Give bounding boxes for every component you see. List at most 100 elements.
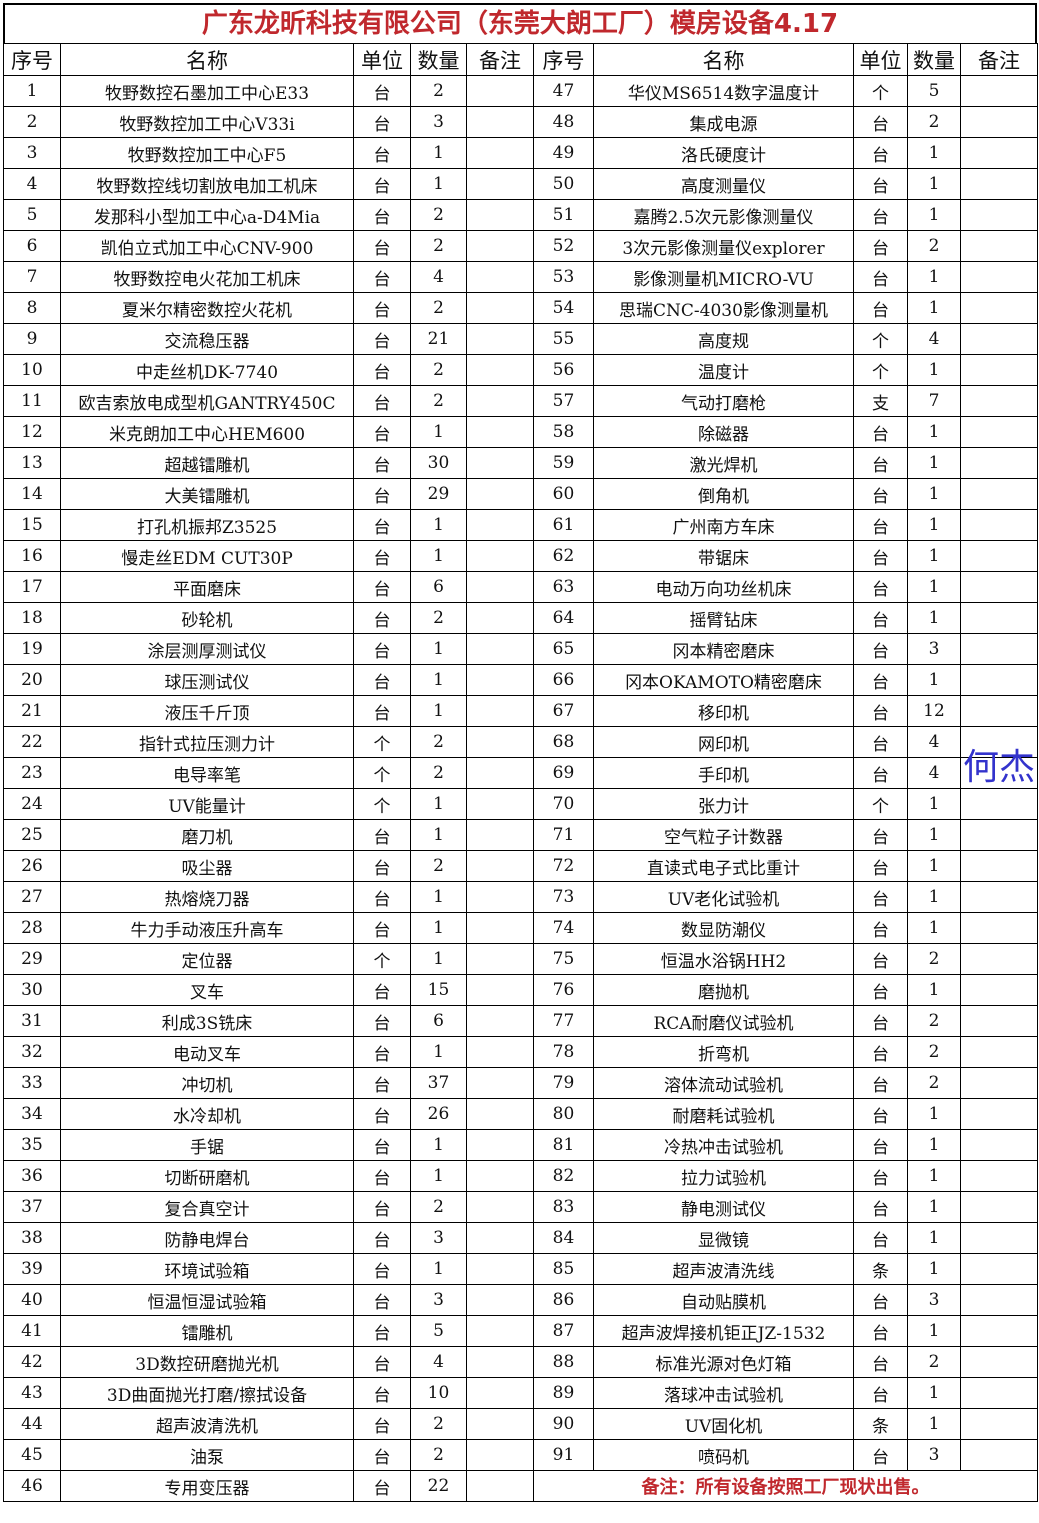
unit-cell: 台 [353, 1160, 411, 1192]
item-name-cell: 平面磨床 [60, 571, 354, 603]
remark-cell [466, 695, 534, 727]
item-name-cell: 折弯机 [593, 1036, 854, 1068]
item-name-cell: 广州南方车床 [593, 509, 854, 541]
item-name-cell: 溶体流动试验机 [593, 1067, 854, 1099]
serial-number-cell: 27 [3, 881, 61, 913]
serial-number-cell: 76 [533, 974, 594, 1006]
remark-cell [960, 540, 1038, 572]
serial-number-cell: 10 [3, 354, 61, 386]
quantity-cell: 1 [410, 509, 467, 541]
serial-number-cell: 12 [3, 416, 61, 448]
remark-cell [466, 416, 534, 448]
unit-cell: 台 [353, 168, 411, 200]
unit-cell: 台 [853, 1439, 908, 1471]
unit-cell: 个 [353, 943, 411, 975]
serial-number-cell: 61 [533, 509, 594, 541]
quantity-cell: 2 [907, 943, 961, 975]
remark-cell [466, 292, 534, 324]
header-unit: 单位 [853, 43, 908, 76]
table-row: 46 专用变压器台 22 备注：所有设备按照工厂现状出售。 [3, 1470, 1038, 1502]
quantity-cell: 1 [907, 974, 961, 1006]
table-row: 33 冲切机台 37 79 溶体流动试验机台 2 [3, 1067, 1038, 1099]
remark-cell [960, 1253, 1038, 1285]
remark-cell [466, 1377, 534, 1409]
serial-number-cell: 14 [3, 478, 61, 510]
item-name-cell: 热熔烧刀器 [60, 881, 354, 913]
unit-cell: 台 [353, 1315, 411, 1347]
quantity-cell: 2 [410, 850, 467, 882]
serial-number-cell: 43 [3, 1377, 61, 1409]
quantity-cell: 26 [410, 1098, 467, 1130]
header-unit: 单位 [353, 43, 411, 76]
quantity-cell: 1 [410, 137, 467, 169]
table-row: 42 3D数控研磨抛光机台 4 88 标准光源对色灯箱台 2 [3, 1346, 1038, 1378]
item-name-cell: 大美镭雕机 [60, 478, 354, 510]
serial-number-cell: 91 [533, 1439, 594, 1471]
equipment-sheet: 广东龙昕科技有限公司（东莞大朗工厂）模房设备4.17 序号 名称 单位 数量 备注 序号名… [3, 3, 1038, 1502]
unit-cell: 台 [353, 354, 411, 386]
item-name-cell: 激光焊机 [593, 447, 854, 479]
table-row: 10 中走丝机DK-7740 台 2 56 温度计个 1 [3, 354, 1038, 386]
unit-cell: 台 [353, 1129, 411, 1161]
table-row: 22 指针式拉压测力计个 2 68 网印机台 4 [3, 726, 1038, 758]
remark-cell [466, 1067, 534, 1099]
quantity-cell: 1 [907, 602, 961, 634]
item-name-cell: 叉车 [60, 974, 354, 1006]
item-name-cell: 牧野数控电火花加工机床 [60, 261, 354, 293]
quantity-cell: 1 [907, 664, 961, 696]
unit-cell: 台 [853, 478, 908, 510]
serial-number-cell: 55 [533, 323, 594, 355]
table-row: 1 牧野数控石墨加工中心E33 台 2 47 华仪MS6514数字温度计个 5 [3, 75, 1038, 107]
unit-cell: 台 [853, 1160, 908, 1192]
quantity-cell: 1 [410, 664, 467, 696]
remark-cell [466, 1222, 534, 1254]
quantity-cell: 2 [410, 1191, 467, 1223]
table-row: 28 牛力手动液压升高车台 1 74 数显防潮仪台 1 [3, 912, 1038, 944]
serial-number-cell: 90 [533, 1408, 594, 1440]
unit-cell: 台 [353, 1005, 411, 1037]
serial-number-cell: 7 [3, 261, 61, 293]
item-name-cell: 网印机 [593, 726, 854, 758]
serial-number-cell: 3 [3, 137, 61, 169]
serial-number-cell: 15 [3, 509, 61, 541]
item-name-cell: 磨抛机 [593, 974, 854, 1006]
remark-cell [960, 1067, 1038, 1099]
serial-number-cell: 48 [533, 106, 594, 138]
quantity-cell: 4 [907, 323, 961, 355]
unit-cell: 台 [853, 695, 908, 727]
serial-number-cell: 23 [3, 757, 61, 789]
item-name-cell: 慢走丝EDM CUT30P [60, 540, 354, 572]
serial-number-cell: 82 [533, 1160, 594, 1192]
quantity-cell: 2 [410, 726, 467, 758]
serial-number-cell: 19 [3, 633, 61, 665]
serial-number-cell: 36 [3, 1160, 61, 1192]
quantity-cell: 1 [410, 416, 467, 448]
serial-number-cell: 72 [533, 850, 594, 882]
item-name-cell: 发那科小型加工中心a-D4Mia [60, 199, 354, 231]
quantity-cell: 1 [907, 1253, 961, 1285]
item-name-cell: 冷热冲击试验机 [593, 1129, 854, 1161]
remark-cell [466, 664, 534, 696]
item-name-cell: 高度规 [593, 323, 854, 355]
remark-cell [960, 478, 1038, 510]
quantity-cell: 1 [907, 1098, 961, 1130]
quantity-cell: 1 [907, 1315, 961, 1347]
table-row: 16 慢走丝EDM CUT30P 台 1 62 带锯床台 1 [3, 540, 1038, 572]
unit-cell: 台 [353, 540, 411, 572]
serial-number-cell: 67 [533, 695, 594, 727]
serial-number-cell: 1 [3, 75, 61, 107]
item-name-cell: 米克朗加工中心HEM600 [60, 416, 354, 448]
unit-cell: 台 [353, 230, 411, 262]
unit-cell: 台 [353, 106, 411, 138]
item-name-cell: 球压测试仪 [60, 664, 354, 696]
quantity-cell: 2 [907, 1346, 961, 1378]
table-row: 44 超声波清洗机台 2 90 UV固化机条 1 [3, 1408, 1038, 1440]
unit-cell: 台 [853, 1036, 908, 1068]
remark-cell [466, 75, 534, 107]
unit-cell: 台 [353, 1253, 411, 1285]
item-name-cell: 砂轮机 [60, 602, 354, 634]
item-name-cell: UV能量计 [60, 788, 354, 820]
unit-cell: 个 [353, 757, 411, 789]
item-name-cell: 中走丝机DK-7740 [60, 354, 354, 386]
unit-cell: 个 [853, 323, 908, 355]
